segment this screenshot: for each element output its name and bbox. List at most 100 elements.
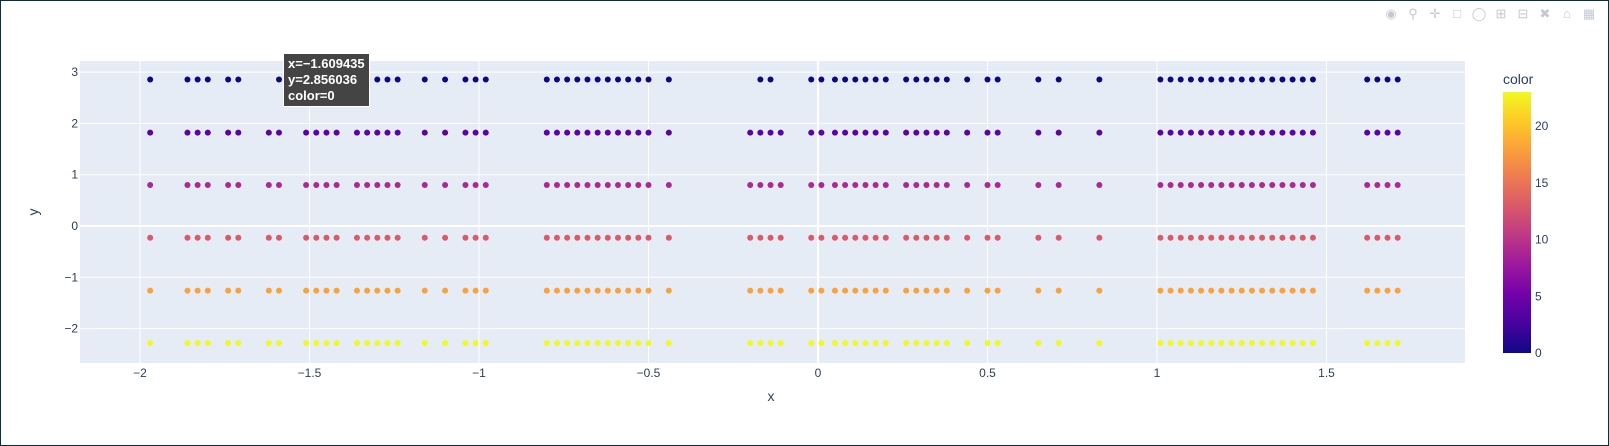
lasso-icon[interactable]: ◯ xyxy=(1471,6,1487,21)
data-point xyxy=(1218,76,1225,83)
data-point xyxy=(882,129,889,136)
data-point xyxy=(442,234,449,241)
data-point xyxy=(1269,76,1276,83)
data-point xyxy=(1238,129,1245,136)
data-point xyxy=(313,287,320,294)
data-point xyxy=(943,339,950,346)
data-point xyxy=(903,339,910,346)
data-point xyxy=(665,76,672,83)
data-point xyxy=(625,76,632,83)
data-point xyxy=(852,76,859,83)
data-point xyxy=(1259,181,1266,188)
camera-icon[interactable]: ◉ xyxy=(1385,6,1397,21)
data-point xyxy=(625,129,632,136)
data-point xyxy=(818,181,825,188)
data-point xyxy=(364,339,371,346)
data-point xyxy=(353,181,360,188)
data-point xyxy=(604,287,611,294)
data-point xyxy=(964,234,971,241)
data-point xyxy=(394,129,401,136)
data-point xyxy=(1187,339,1194,346)
data-point xyxy=(852,287,859,294)
data-point xyxy=(275,76,282,83)
data-point xyxy=(831,76,838,83)
data-point xyxy=(1167,287,1174,294)
pan-icon[interactable]: ✛ xyxy=(1429,6,1441,21)
plot-area[interactable] xyxy=(80,61,1465,363)
data-point xyxy=(1096,76,1103,83)
data-point xyxy=(225,234,232,241)
data-point xyxy=(543,129,550,136)
data-point xyxy=(1394,76,1401,83)
box-select-icon[interactable]: □ xyxy=(1453,6,1461,21)
data-point xyxy=(994,76,1001,83)
data-point xyxy=(472,129,479,136)
table-icon[interactable]: ▦ xyxy=(1582,6,1596,21)
data-point xyxy=(882,76,889,83)
data-point xyxy=(923,181,930,188)
data-point xyxy=(1384,76,1391,83)
data-point xyxy=(604,76,611,83)
data-point xyxy=(777,234,784,241)
zoom-in-icon[interactable]: ⊞ xyxy=(1495,6,1507,21)
y-tick-label: 2 xyxy=(71,116,78,130)
data-point xyxy=(923,129,930,136)
data-point xyxy=(635,181,642,188)
data-point xyxy=(594,129,601,136)
x-tick-label: 0 xyxy=(815,366,822,380)
data-point xyxy=(564,287,571,294)
data-point xyxy=(472,234,479,241)
data-point xyxy=(1177,76,1184,83)
data-point xyxy=(862,76,869,83)
data-point xyxy=(364,181,371,188)
data-point xyxy=(384,339,391,346)
x-tick-label: −0.5 xyxy=(637,366,661,380)
data-point xyxy=(265,181,272,188)
x-axis-title: x xyxy=(768,388,775,404)
data-point xyxy=(831,339,838,346)
data-point xyxy=(184,181,191,188)
data-point xyxy=(1208,76,1215,83)
data-point xyxy=(767,234,774,241)
data-point xyxy=(625,287,632,294)
data-point xyxy=(374,76,381,83)
data-point xyxy=(808,76,815,83)
data-point xyxy=(767,287,774,294)
data-point xyxy=(574,76,581,83)
reset-icon[interactable]: ⌂ xyxy=(1563,6,1571,21)
data-point xyxy=(1035,339,1042,346)
data-point xyxy=(235,76,242,83)
data-point xyxy=(553,76,560,83)
data-point xyxy=(1299,76,1306,83)
data-point xyxy=(147,287,154,294)
data-point xyxy=(933,234,940,241)
data-point xyxy=(1384,287,1391,294)
data-point xyxy=(872,76,879,83)
data-point xyxy=(1364,181,1371,188)
data-point xyxy=(194,234,201,241)
data-point xyxy=(1279,76,1286,83)
data-point xyxy=(1055,129,1062,136)
zoom-icon[interactable]: ⚲ xyxy=(1408,6,1418,21)
data-point xyxy=(1218,129,1225,136)
zoom-out-icon[interactable]: ⊟ xyxy=(1517,6,1529,21)
data-point xyxy=(984,129,991,136)
data-point xyxy=(194,181,201,188)
data-point xyxy=(147,339,154,346)
data-point xyxy=(442,339,449,346)
data-point xyxy=(1279,339,1286,346)
data-point xyxy=(862,287,869,294)
data-point xyxy=(553,129,560,136)
data-point xyxy=(303,181,310,188)
data-point xyxy=(1259,339,1266,346)
data-points xyxy=(147,76,1401,346)
data-point xyxy=(1198,234,1205,241)
data-point xyxy=(808,234,815,241)
data-point xyxy=(394,234,401,241)
data-point xyxy=(482,76,489,83)
autoscale-icon[interactable]: ✖ xyxy=(1539,6,1551,21)
data-point xyxy=(1364,129,1371,136)
data-point xyxy=(1259,76,1266,83)
data-point xyxy=(1228,339,1235,346)
data-point xyxy=(1248,181,1255,188)
